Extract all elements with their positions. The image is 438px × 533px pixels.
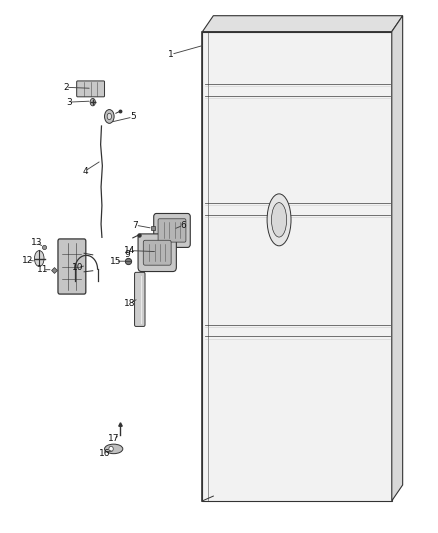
Ellipse shape <box>109 446 113 451</box>
Text: 5: 5 <box>130 112 136 122</box>
Ellipse shape <box>267 194 291 246</box>
Ellipse shape <box>90 99 95 106</box>
Text: 16: 16 <box>99 449 111 458</box>
Polygon shape <box>392 15 403 501</box>
Text: 17: 17 <box>108 434 120 443</box>
Text: 2: 2 <box>63 83 69 92</box>
Ellipse shape <box>107 114 112 119</box>
Text: 14: 14 <box>124 246 135 255</box>
Text: 12: 12 <box>22 256 33 265</box>
Text: 13: 13 <box>31 238 42 247</box>
Ellipse shape <box>35 251 44 266</box>
FancyBboxPatch shape <box>158 219 186 242</box>
Text: 1: 1 <box>168 50 174 59</box>
Text: 3: 3 <box>66 98 72 107</box>
FancyBboxPatch shape <box>134 272 145 326</box>
Text: 7: 7 <box>133 221 138 230</box>
FancyBboxPatch shape <box>58 239 86 294</box>
FancyBboxPatch shape <box>138 234 177 271</box>
Text: 9: 9 <box>125 250 131 259</box>
Text: 6: 6 <box>180 221 186 230</box>
FancyBboxPatch shape <box>154 214 190 247</box>
Polygon shape <box>202 15 403 31</box>
FancyBboxPatch shape <box>77 81 105 97</box>
Ellipse shape <box>105 110 114 123</box>
Text: 11: 11 <box>37 265 49 274</box>
FancyBboxPatch shape <box>143 240 171 265</box>
Text: 18: 18 <box>124 299 135 308</box>
Text: 15: 15 <box>110 257 121 265</box>
Bar <box>202 31 392 501</box>
Ellipse shape <box>272 203 287 237</box>
Ellipse shape <box>105 444 123 454</box>
Text: 4: 4 <box>82 166 88 175</box>
Text: 10: 10 <box>72 263 83 272</box>
